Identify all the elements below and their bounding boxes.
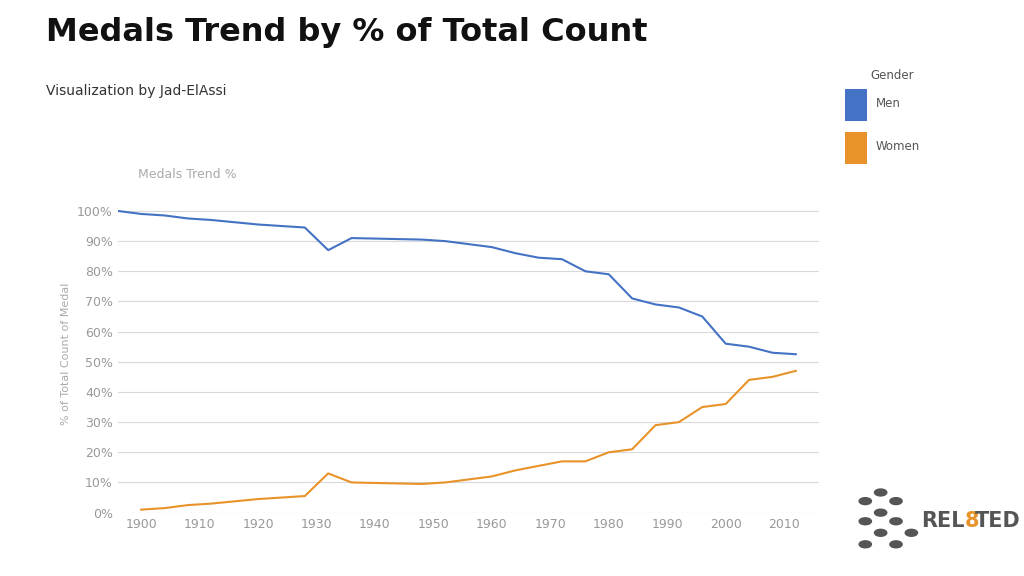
Text: Gender: Gender (870, 69, 914, 82)
Text: Medals Trend %: Medals Trend % (138, 168, 237, 181)
Text: Women: Women (876, 141, 920, 153)
Text: 8: 8 (965, 511, 979, 531)
Text: Visualization by Jad-ElAssi: Visualization by Jad-ElAssi (46, 84, 226, 97)
Y-axis label: % of Total Count of Medal: % of Total Count of Medal (61, 283, 72, 426)
Text: Men: Men (876, 97, 900, 110)
Text: Medals Trend by % of Total Count: Medals Trend by % of Total Count (46, 17, 647, 48)
Text: REL: REL (922, 511, 965, 531)
Text: TED: TED (975, 511, 1021, 531)
